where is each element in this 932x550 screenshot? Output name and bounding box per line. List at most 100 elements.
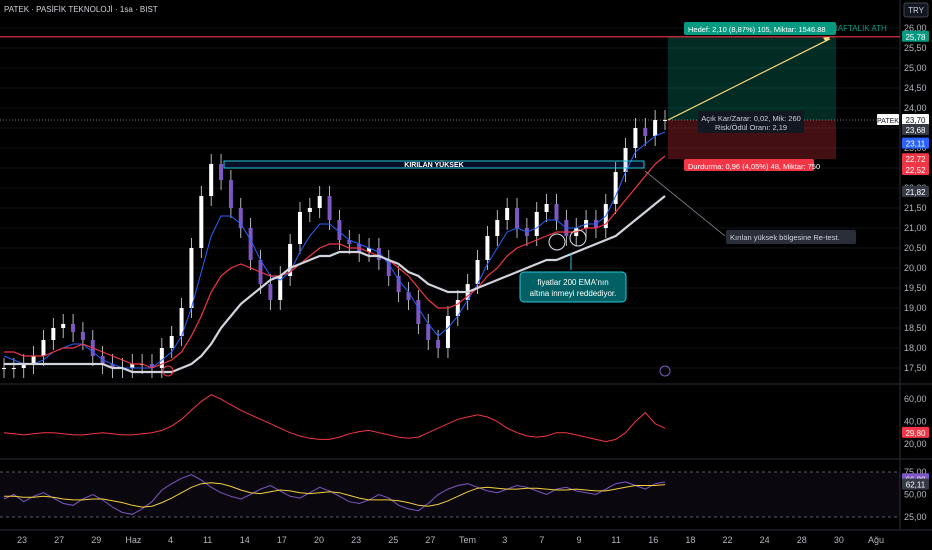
rsi_ma-line (4, 482, 666, 508)
candle-body (347, 240, 352, 244)
candle-body (21, 364, 26, 368)
currency-badge-bg[interactable] (903, 2, 929, 18)
x-tick-label: 29 (91, 535, 101, 545)
candle-body (189, 248, 194, 308)
y-tick-label: 18,50 (904, 323, 927, 333)
y-tick-label: 26,00 (904, 23, 927, 33)
price-label-bg (902, 114, 929, 125)
x-tick-label: 25 (388, 535, 398, 545)
symbol-title[interactable]: PATEK · PASİFİK TEKNOLOJİ · 1sa · BIST (4, 5, 158, 14)
ind1-tick-label: 60,00 (904, 394, 927, 404)
ema-note-line1: fiyatlar 200 EMA'nın (537, 278, 608, 287)
y-tick-label: 24,00 (904, 103, 927, 113)
adx-line (3, 394, 666, 443)
ind2-tick-label: 50,00 (904, 490, 927, 500)
broken-high-label: KIRILAN YÜKSEK (404, 160, 463, 169)
open-pnl-label-bg[interactable] (698, 111, 804, 133)
candle-body (544, 204, 549, 212)
candle-body (41, 340, 46, 356)
x-tick-label: 28 (797, 535, 807, 545)
x-tick-label: 14 (240, 535, 250, 545)
x-tick-label: 4 (168, 535, 173, 545)
x-tick-label: Tem (459, 535, 476, 545)
risk-reward-tool[interactable] (0, 36, 900, 160)
candle-body (485, 236, 490, 260)
candle-body (376, 248, 381, 260)
candle-body (396, 276, 401, 292)
event-marker-icon[interactable] (162, 365, 174, 377)
annotations[interactable]: KIRILAN YÜKSEK Hedef: 2,10 (8,87%) 105, M… (162, 22, 887, 377)
candle-body (228, 180, 233, 208)
retest-label-bg[interactable] (726, 230, 856, 244)
candle-body (416, 300, 421, 324)
indicator-panel-1 (3, 394, 666, 443)
y-tick-label: 25,50 (904, 43, 927, 53)
target-arrowhead (823, 36, 830, 42)
candle-body (31, 356, 36, 364)
candle-body (169, 336, 174, 348)
target-arrow[interactable] (667, 38, 831, 121)
stop-label-bg[interactable] (684, 159, 814, 171)
symbol-price-tag: PATEK (877, 118, 899, 125)
candle-body (623, 148, 628, 172)
candle-body (475, 260, 480, 284)
broken-high-box[interactable] (223, 160, 645, 169)
price-label-bg (902, 30, 929, 42)
price-label-bg (902, 164, 929, 175)
target-label: Hedef: 2,10 (8,87%) 105, Miktar: 1546.88 (688, 25, 826, 34)
x-tick-label: 22 (722, 535, 732, 545)
x-tick-label: 24 (760, 535, 770, 545)
x-tick-label: 7 (539, 535, 544, 545)
candle-body (426, 324, 431, 340)
retest-circle-2 (569, 229, 587, 247)
price-label: 22,72 (905, 155, 926, 164)
open-pnl-label: Risk/Ödül Oranı: 2,19 (715, 123, 787, 132)
x-tick-label: 30 (834, 535, 844, 545)
open-pnl-label: Açık Kar/Zarar: 0,02, Mik: 260 (701, 114, 801, 123)
candle-body (515, 208, 520, 228)
candle-body (633, 128, 638, 148)
stop-label: Durdurma: 0,96 (4,05%) 48, Miktar: 750 (688, 162, 820, 171)
candle-body (209, 164, 214, 196)
y-tick-label: 24,50 (904, 83, 927, 93)
candle-body (505, 208, 510, 220)
x-tick-label: 11 (611, 535, 620, 545)
candle-body (534, 212, 539, 236)
candle-body (554, 204, 559, 220)
x-tick-label: 11 (203, 535, 212, 545)
candle-body (288, 244, 293, 276)
price-axis[interactable]: 26,0025,5025,0024,5024,0023,5023,0022,50… (904, 23, 927, 522)
x-tick-label: 23 (351, 535, 361, 545)
candle-body (199, 196, 204, 248)
y-tick-label: 19,00 (904, 303, 927, 313)
candle-body (663, 120, 667, 121)
candle-body (51, 328, 56, 340)
y-tick-label: 21,50 (904, 203, 927, 213)
ema_fast-line (3, 131, 666, 369)
x-tick-label: 9 (576, 535, 581, 545)
x-tick-label: 27 (425, 535, 435, 545)
price-label-bg (902, 186, 929, 197)
indicator-panel-2 (0, 471, 900, 518)
rsi-band (0, 472, 900, 517)
x-tick-label: Haz (125, 535, 142, 545)
candle-body (248, 228, 253, 260)
time-axis[interactable]: 23 27 29 Haz 4 11 14 17 20 23 25 27 Tem 3 7 9 11 16 18 22 24… (17, 535, 884, 545)
target-label-bg[interactable] (684, 22, 836, 35)
price-label: 22,52 (905, 166, 926, 175)
ind1-tick-label: 20,00 (904, 439, 927, 449)
ema-note-bg[interactable] (519, 271, 627, 303)
candle-body (495, 220, 500, 236)
candle-body (307, 208, 312, 212)
ind2-tick-label: 25,00 (904, 512, 927, 522)
x-tick-label: 18 (685, 535, 695, 545)
x-tick-label: 20 (314, 535, 324, 545)
candle-body (11, 368, 16, 369)
price-label-bg (902, 137, 929, 149)
y-tick-label: 21,00 (904, 223, 927, 233)
price-label: 29,80 (905, 429, 926, 438)
retest-label: Kırılan yüksek bölgesine Re-test. (730, 233, 840, 242)
price-label: 23,68 (905, 126, 926, 135)
lightning-event-icon[interactable] (659, 365, 671, 377)
